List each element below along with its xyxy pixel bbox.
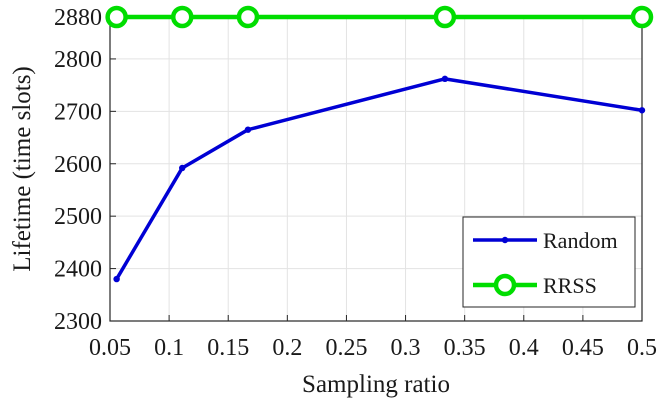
x-tick-label: 0.15 bbox=[207, 335, 249, 361]
legend-label-random: Random bbox=[543, 228, 618, 253]
y-tick-label: 2500 bbox=[54, 204, 102, 230]
x-tick-label: 0.5 bbox=[627, 335, 657, 361]
x-tick-label: 0.25 bbox=[325, 335, 367, 361]
data-point-rrss bbox=[433, 5, 457, 29]
legend-label-rrss: RRSS bbox=[543, 273, 597, 298]
data-point-random bbox=[441, 75, 449, 83]
y-tick-label: 2800 bbox=[54, 47, 102, 73]
series-group bbox=[105, 5, 654, 283]
x-tick-label: 0.2 bbox=[272, 335, 302, 361]
data-point-rrss bbox=[236, 5, 260, 29]
data-point-random bbox=[244, 126, 252, 133]
data-point-random bbox=[638, 107, 646, 114]
legend: Random RRSS bbox=[462, 216, 636, 308]
x-tick-label: 0.35 bbox=[444, 335, 486, 361]
data-point-rrss bbox=[105, 5, 128, 29]
x-tick-label: 0.1 bbox=[154, 335, 184, 361]
axis-ticks: 0.05 0.1 0.15 0.2 0.25 0.3 0.35 0.4 0.45 0.5 2300 2… bbox=[54, 5, 657, 361]
y-tick-label: 2600 bbox=[54, 152, 102, 178]
legend-box bbox=[462, 216, 636, 308]
data-point-random bbox=[113, 275, 120, 283]
x-tick-label: 0.3 bbox=[391, 335, 421, 361]
data-point-random bbox=[179, 164, 186, 172]
y-tick-label: 2700 bbox=[54, 99, 102, 125]
data-point-rrss bbox=[170, 5, 194, 29]
legend-marker-rrss bbox=[493, 273, 517, 297]
data-point-rrss bbox=[630, 5, 654, 29]
legend-marker-random bbox=[501, 236, 509, 244]
x-tick-label: 0.45 bbox=[562, 335, 604, 361]
x-axis-label: Sampling ratio bbox=[302, 371, 450, 398]
y-tick-label: 2300 bbox=[54, 309, 102, 335]
y-axis-label: Lifetime (time slots) bbox=[9, 66, 36, 272]
x-tick-label: 0.05 bbox=[89, 335, 131, 361]
x-tick-label: 0.4 bbox=[509, 335, 539, 361]
y-tick-label: 2880 bbox=[54, 5, 102, 31]
y-tick-label: 2400 bbox=[54, 257, 102, 283]
